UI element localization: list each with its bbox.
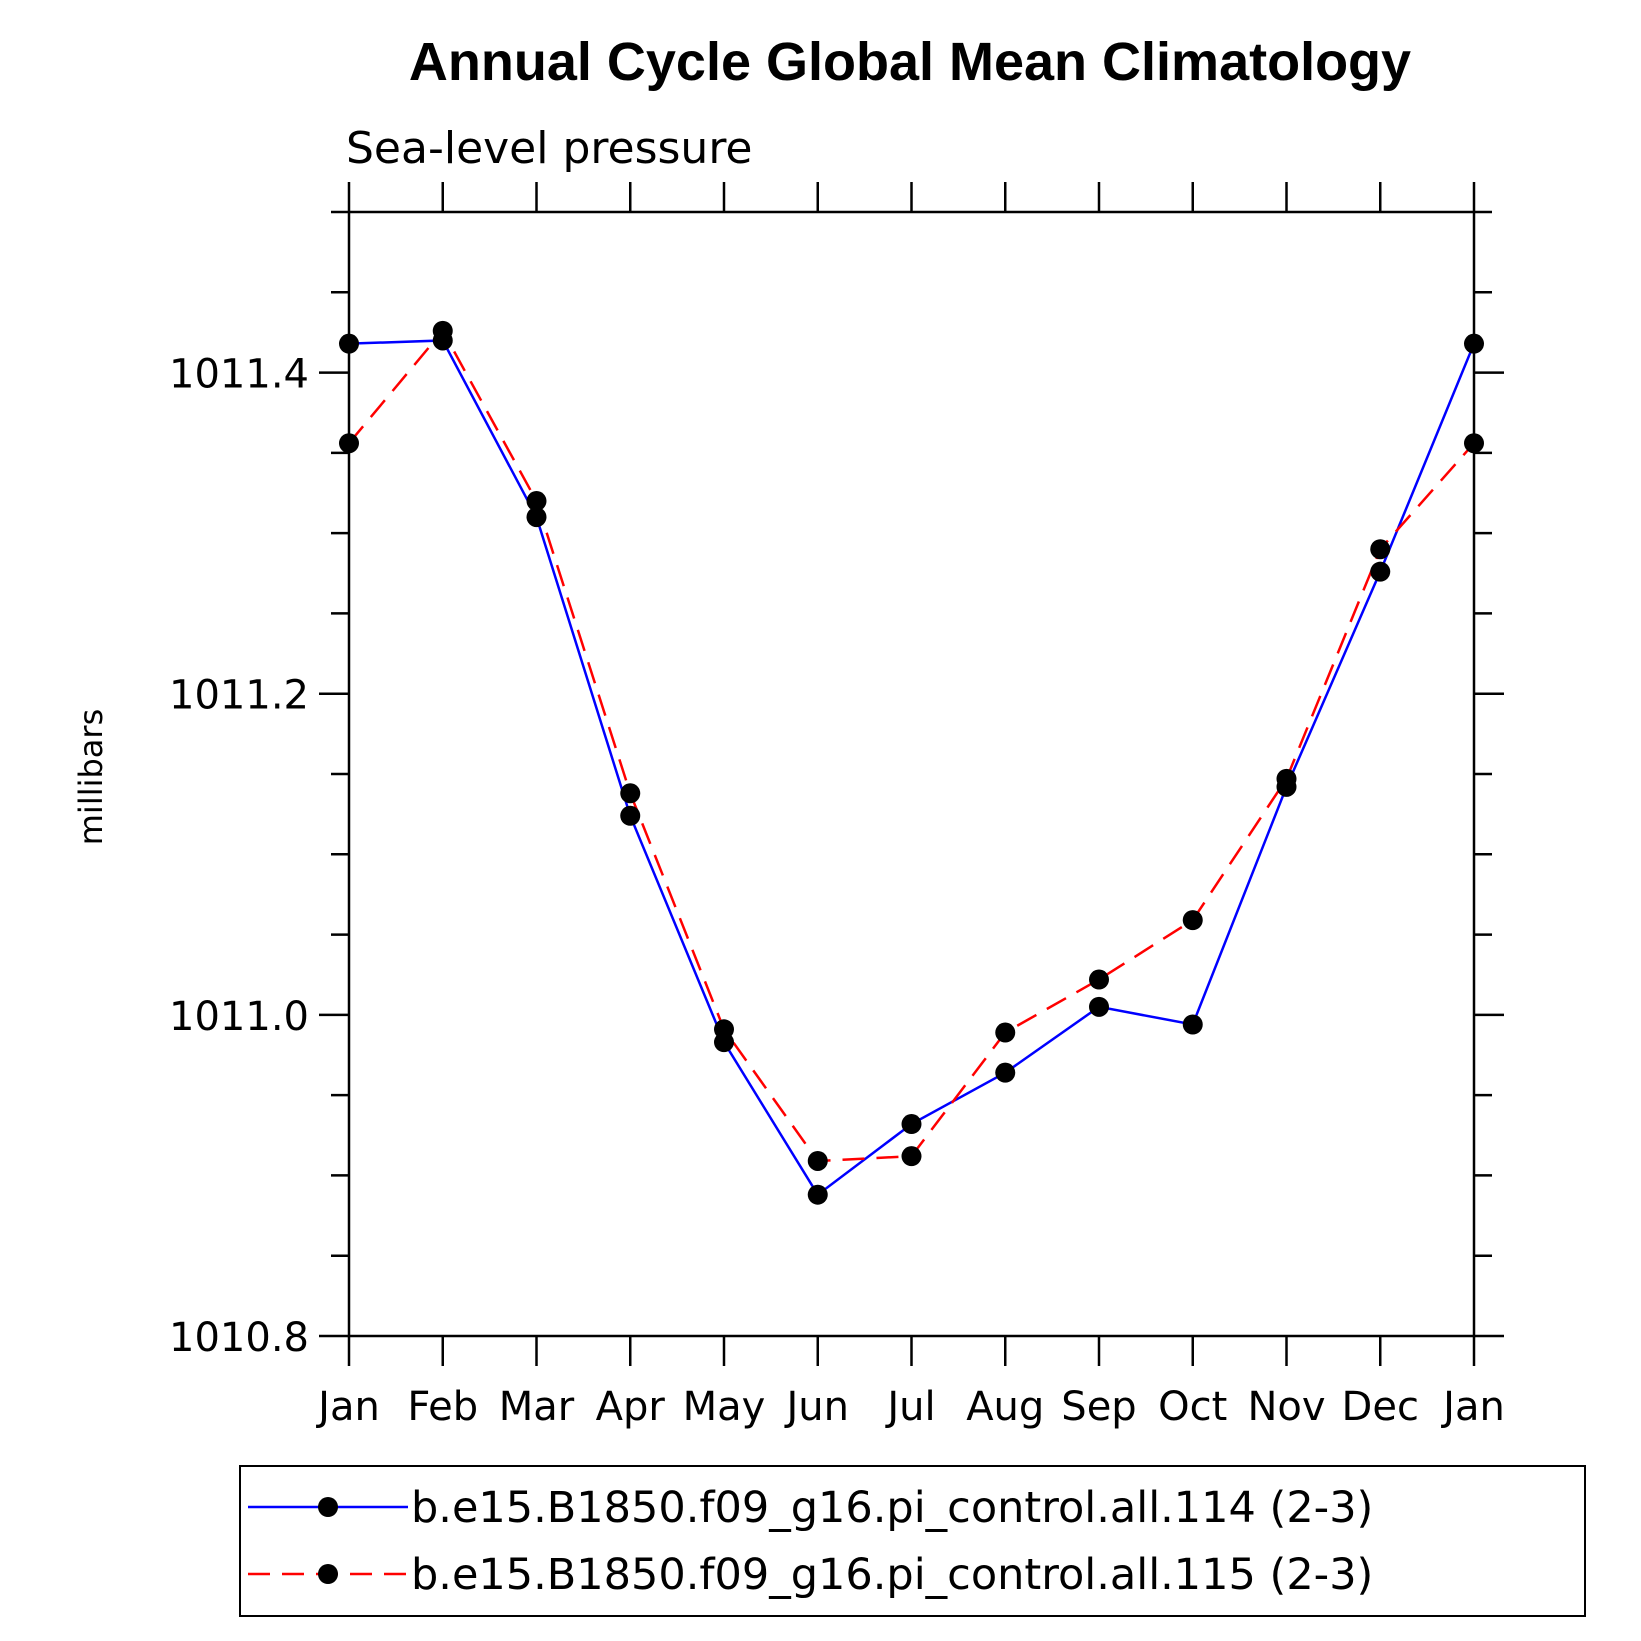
x-tick-label: Jul [884,1384,935,1430]
legend-box [239,1465,1586,1617]
series-2-point [1276,768,1297,789]
y-tick-label: 1011.2 [169,673,309,719]
x-tick-label: Oct [1158,1384,1227,1430]
chart-subtitle: Sea-level pressure [346,123,753,174]
legend-entry-series-2: b.e15.B1850.f09_g16.pi_control.all.115 (… [411,1550,1373,1600]
series-2-point [432,320,453,341]
series-1-point [1182,1014,1203,1035]
legend: b.e15.B1850.f09_g16.pi_control.all.114 (… [239,1465,1586,1617]
x-tick-label: Sep [1061,1384,1136,1430]
series-1-point [620,805,641,826]
y-tick-label: 1010.8 [169,1315,309,1361]
y-tick-labels: 1010.8 1011.0 1011.2 1011.4 [169,352,309,1361]
x-tick-label: Feb [407,1384,478,1430]
series-2-point [714,1019,734,1040]
legend-entry-series-1: b.e15.B1850.f09_g16.pi_control.all.114 (… [411,1483,1373,1533]
series-1-point [1089,996,1109,1017]
series-1-point [526,507,547,528]
series-2-point [901,1146,922,1167]
series-1-point [995,1062,1016,1083]
series-2-point [1182,910,1203,931]
chart-title: Annual Cycle Global Mean Climatology [409,32,1411,92]
y-tick-label: 1011.0 [169,994,309,1040]
series-1-line [348,339,1476,1197]
x-tick-label: Aug [966,1384,1044,1430]
x-tick-label: Jan [1440,1384,1505,1430]
series-lines [348,328,1476,1197]
x-tick-label: Jan [315,1384,380,1430]
series-1-point [901,1114,922,1135]
series-2-point [526,491,547,512]
legend-marker-series-2 [318,1564,338,1584]
x-tick-labels: Jan Feb Mar Apr May Jun Jul Aug Sep Oct Nov Dec Jan [315,1384,1505,1430]
plot-frame [347,210,1476,1338]
y-axis-label: millibars [72,709,110,845]
legend-marker-series-1 [318,1497,338,1517]
x-tick-label: Apr [596,1384,666,1430]
series-2-point [1370,539,1391,560]
x-tick-label: May [683,1384,766,1430]
x-tick-label: Nov [1247,1384,1325,1430]
x-tick-label: Jun [784,1384,850,1430]
series-2-point [620,783,641,804]
axis-ticks [319,182,1504,1366]
x-tick-label: Dec [1342,1384,1419,1430]
series-1-point [1464,333,1484,354]
series-2-point [339,433,359,454]
y-tick-label: 1011.4 [169,352,309,398]
series-1-point [1370,561,1391,582]
series-2-point [1089,969,1109,990]
series-markers [339,320,1484,1205]
series-2-point [995,1022,1016,1043]
series-1-point [339,333,359,354]
series-2-point [1464,433,1484,454]
series-2-point [807,1150,828,1171]
x-tick-label: Mar [499,1384,575,1430]
series-1-point [807,1184,828,1205]
